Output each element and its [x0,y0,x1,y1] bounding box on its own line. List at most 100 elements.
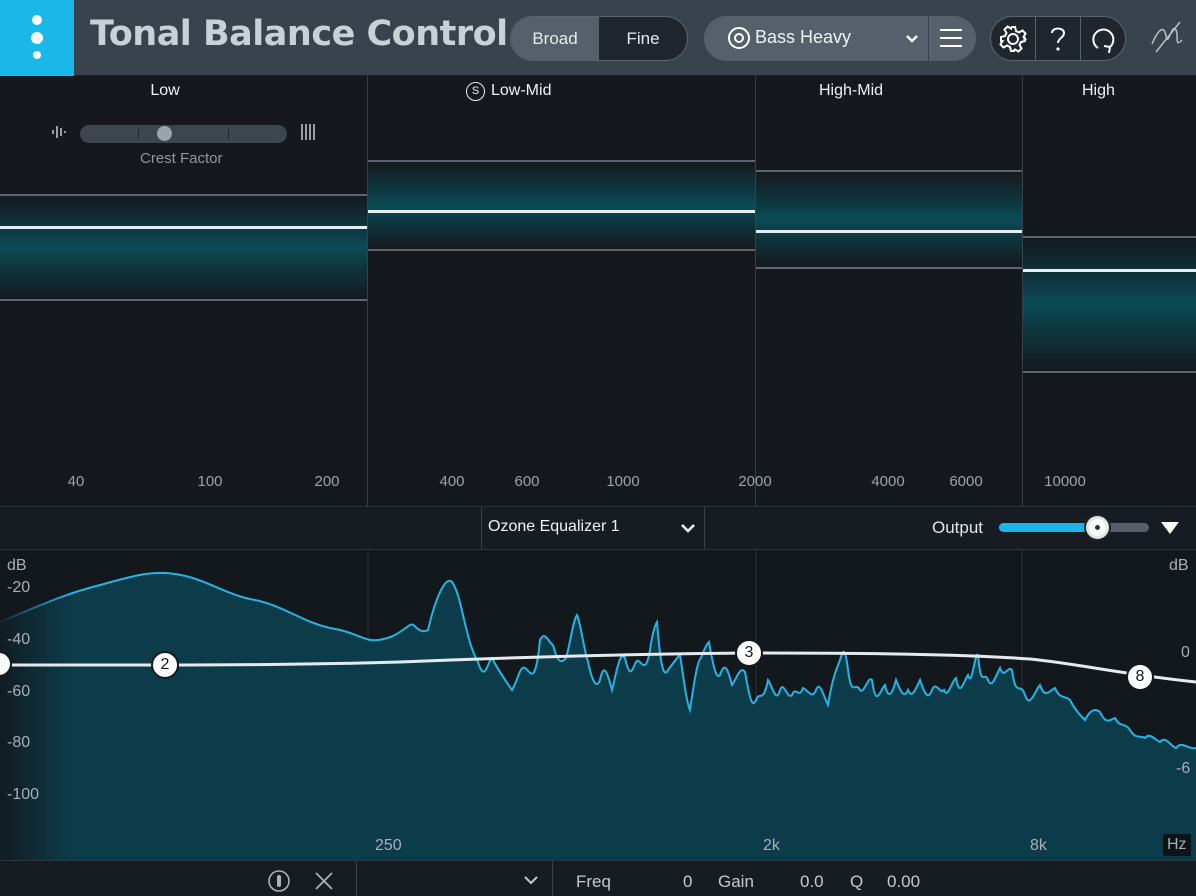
app-title: Tonal Balance Control [90,14,508,54]
help-icon [1051,27,1066,51]
broad-view-button[interactable]: Broad [511,17,599,60]
db-scale-left: -40 [7,631,31,648]
target-range-low-mid [368,160,755,251]
band-divider [367,76,368,506]
chevron-down-icon[interactable] [522,873,540,887]
band-title-high-mid: High-Mid [819,82,884,99]
help-button[interactable] [1036,17,1081,60]
output-level-thumb[interactable] [1085,516,1109,539]
db-scale-right: -6 [1176,760,1191,777]
logo-dot-icon [31,32,43,44]
refresh-icon [1092,28,1115,53]
footer-divider [552,861,553,896]
header-bar: Tonal Balance Control Broad Fine Bass He… [0,0,1196,76]
crest-factor-slider[interactable] [80,125,287,143]
chevron-down-icon[interactable] [904,27,920,49]
crest-factor-control: Crest Factor [50,121,320,171]
freq-tick: 10000 [1044,473,1086,490]
output-level-slider[interactable] [999,516,1149,539]
crest-low-icon [52,126,66,138]
hz-scale-label: 2k [763,837,780,854]
hamburger-menu-icon[interactable] [940,29,962,47]
footer-bar: Freq 0 Gain 0.0 Q 0.00 [0,860,1196,896]
eq-instance-select[interactable]: Ozone Equalizer 1 [481,507,705,549]
band-high-mid: High-Mid 4000 6000 [756,76,1022,506]
band-title-low: Low [150,82,180,99]
band-low-mid: S Low-Mid 400 600 1000 [368,76,755,506]
db-scale-left: -100 [7,786,40,803]
q-label: Q [850,872,864,891]
settings-icon [999,24,1027,53]
db-scale-left: -20 [7,579,31,596]
freq-tick: 100 [197,473,223,490]
target-line-low [0,226,367,229]
band-title-low-mid: S Low-Mid [466,82,551,101]
freq-tick: 400 [439,473,465,490]
eq-instance-label: Ozone Equalizer 1 [488,518,620,535]
freq-label: Freq [576,872,611,891]
q-value[interactable]: 0.00 [887,872,921,891]
spectrum-display[interactable]: 2 3 8 dB -20 -40 -60 -80 -100 dB 0 -6 25… [0,550,1196,860]
gain-value[interactable]: 0.0 [800,872,824,891]
crest-notch [138,129,139,139]
band-low: Low Crest Factor 40 100 200 [0,76,367,506]
hz-unit-label: Hz [1163,834,1191,856]
refresh-button[interactable] [1081,17,1125,60]
db-scale-left: -80 [7,734,31,751]
freq-value[interactable]: 0 [683,872,693,891]
freq-tick: 6000 [949,473,983,490]
band-high: High 10000 [1023,76,1196,506]
freq-tick: 600 [514,473,540,490]
freq-tick: 200 [314,473,340,490]
db-unit-left: dB [7,557,27,574]
footer-divider [356,861,357,896]
logo-dot-icon [33,51,41,59]
output-label: Output [932,518,984,537]
bypass-icon[interactable] [267,869,291,893]
db-unit-right: dB [1169,557,1189,574]
gain-label: Gain [718,872,754,891]
view-mode-toggle: Broad Fine [510,16,688,61]
eq-node-2[interactable]: 2 [151,651,179,679]
freq-tick: 4000 [871,473,905,490]
preset-selector[interactable]: Bass Heavy [704,16,976,61]
band-title-high: High [1082,82,1115,99]
crest-factor-label: Crest Factor [140,150,223,167]
db-scale-right: 0 [1181,644,1190,661]
settings-button[interactable] [991,17,1036,60]
crest-notch [228,129,229,139]
target-line-low-mid [368,210,755,213]
db-scale-left: -60 [7,683,31,700]
target-range-high-mid [756,170,1022,269]
izotope-signature-icon [1151,21,1183,53]
crest-factor-thumb[interactable] [157,126,172,141]
band-title-low-mid-label: Low-Mid [491,82,552,99]
target-range-low [0,194,367,301]
target-range-high [1023,236,1196,373]
band-divider [1022,76,1023,506]
freq-tick: 1000 [606,473,640,490]
logo-dot-icon [32,15,42,25]
eq-instance-bar: Ozone Equalizer 1 Output [0,506,1196,550]
solo-button[interactable]: S [466,82,485,101]
freq-tick: 2000 [738,473,772,490]
target-icon [728,27,750,49]
close-icon[interactable] [313,870,335,892]
band-divider [755,76,756,506]
crest-high-icon [301,124,315,140]
fine-view-button[interactable]: Fine [626,28,660,48]
menu-logo-button[interactable] [0,0,74,76]
freq-tick: 40 [67,473,85,490]
spectrum-graph [0,550,1196,860]
target-line-high [1023,269,1196,272]
tool-buttons [990,16,1126,61]
preset-label: Bass Heavy [755,27,852,47]
preset-divider [928,16,929,61]
chevron-down-icon[interactable] [680,520,696,536]
eq-node-3[interactable]: 3 [735,639,763,667]
output-menu-icon[interactable] [1161,522,1179,534]
eq-node-8[interactable]: 8 [1126,663,1154,691]
hz-scale-label: 250 [375,837,402,854]
target-line-high-mid [756,230,1022,233]
